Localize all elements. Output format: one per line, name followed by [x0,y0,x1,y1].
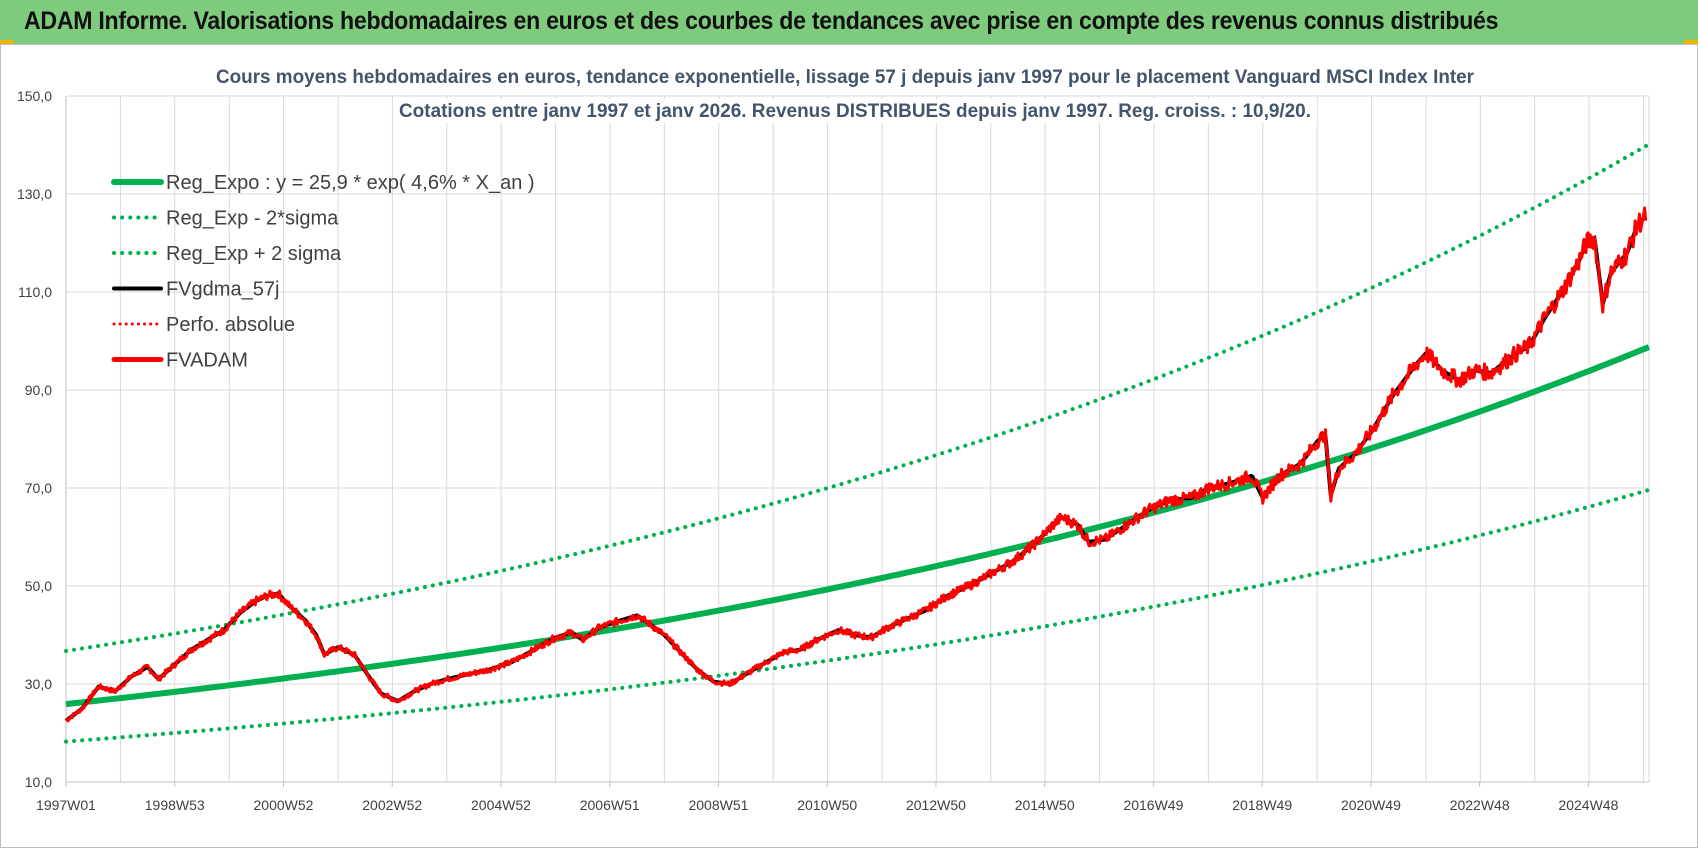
y-tick-label: 10,0 [25,774,52,790]
reg-exp-minus-2sigma-line [64,487,1651,744]
chart-subtitle: Cotations entre janv 1997 et janv 2026. … [399,101,1311,122]
x-tick-label: 2022W48 [1450,797,1510,813]
series-lines [64,142,1651,744]
corner-marker-left [0,40,14,45]
reg-exp-plus-2sigma-line [64,142,1651,653]
legend: Reg_Expo : y = 25,9 * exp( 4,6% * X_an )… [111,172,535,372]
page-title: ADAM Informe. Valorisations hebdomadaire… [24,7,1499,35]
x-tick-label: 2014W50 [1015,797,1075,813]
legend-label: Reg_Exp - 2*sigma [166,208,339,230]
chart-area: 150,0 130,0 110,0 90,0 70,0 50,0 30,0 10,0 1997W… [0,44,1698,848]
chart-title: Cours moyens hebdomadaires en euros, ten… [216,67,1475,88]
corner-marker-right [1684,40,1698,45]
x-tick-label: 2016W49 [1123,797,1183,813]
y-tick-label: 50,0 [25,578,52,594]
legend-label: FVgdma_57j [166,279,279,301]
legend-label: Reg_Exp + 2 sigma [166,243,342,265]
axes: 150,0 130,0 110,0 90,0 70,0 50,0 30,0 10,0 1997W… [17,88,1649,813]
y-tick-label: 70,0 [25,480,52,496]
x-tick-label: 2008W51 [688,797,748,813]
reg-expo-line [65,344,1651,708]
legend-label: Reg_Expo : y = 25,9 * exp( 4,6% * X_an ) [166,172,535,194]
legend-label: FVADAM [166,350,248,372]
x-tick-label: 2002W52 [362,797,422,813]
x-tick-label: 2000W52 [254,797,314,813]
x-tick-label: 1997W01 [36,797,96,813]
y-tick-label: 30,0 [25,676,52,692]
x-tick-label: 2012W50 [906,797,966,813]
x-tick-label: 2004W52 [471,797,531,813]
subtitle-background [393,99,1317,123]
x-tick-label: 2020W49 [1341,797,1401,813]
legend-label: Perfo. absolue [166,314,295,336]
y-tick-label: 150,0 [17,88,52,104]
x-tick-label: 2024W48 [1558,797,1618,813]
x-tick-label: 2010W50 [797,797,857,813]
x-tick-label: 1998W53 [145,797,205,813]
y-tick-label: 90,0 [25,382,52,398]
x-tick-label: 2006W51 [580,797,640,813]
y-tick-label: 130,0 [17,186,52,202]
header-bar: ADAM Informe. Valorisations hebdomadaire… [0,0,1698,44]
chart-titles: Cours moyens hebdomadaires en euros, ten… [209,65,1481,123]
fvadam-line [64,206,1648,723]
line-chart: 150,0 130,0 110,0 90,0 70,0 50,0 30,0 10,0 1997W… [17,65,1651,813]
title-background [209,65,1481,89]
y-tick-label: 110,0 [18,284,52,300]
x-tick-label: 2018W49 [1232,797,1292,813]
grid-lines [65,95,1650,783]
